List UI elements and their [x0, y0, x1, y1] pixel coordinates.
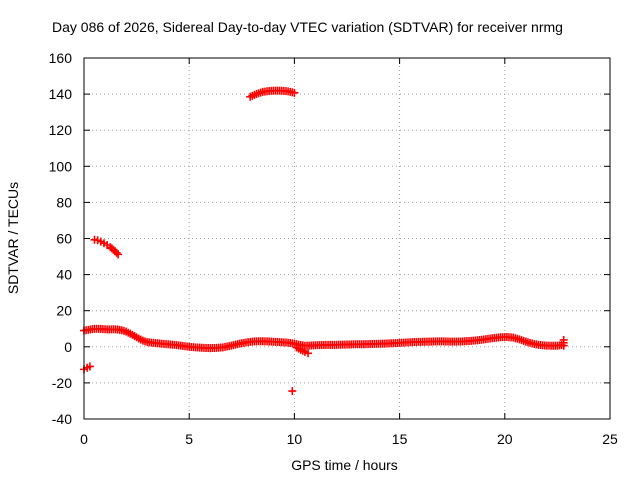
plot-frame	[83, 57, 611, 420]
y-tick-label: 40	[56, 267, 72, 283]
y-tick-label: 100	[49, 158, 73, 174]
x-tick-label: 20	[497, 431, 513, 447]
y-tick-label: 0	[64, 339, 72, 355]
series-negative-fragment	[292, 343, 313, 358]
x-tick-label: 10	[287, 431, 303, 447]
x-tick-label: 5	[185, 431, 193, 447]
chart-title: Day 086 of 2026, Sidereal Day-to-day VTE…	[52, 19, 563, 35]
data-point	[290, 88, 299, 97]
data-layer	[80, 86, 568, 396]
y-tick-label: 160	[49, 50, 73, 66]
y-tick-label: -20	[52, 375, 72, 391]
grid-layer	[84, 58, 610, 419]
series-upper-arc	[246, 86, 299, 101]
y-tick-label: 80	[56, 194, 72, 210]
tick-layer	[83, 57, 611, 420]
data-point	[112, 248, 121, 257]
y-tick-label: 60	[56, 231, 72, 247]
y-axis-title: SDTVAR / TECUs	[5, 182, 21, 294]
x-axis-title: GPS time / hours	[291, 457, 398, 473]
y-tick-label: 140	[49, 86, 73, 102]
data-point	[304, 349, 313, 358]
series-short-arc	[90, 235, 123, 259]
y-tick-label: -40	[52, 411, 72, 427]
series-main-track	[80, 324, 568, 353]
y-tick-label: 120	[49, 122, 73, 138]
data-point	[288, 387, 297, 396]
data-point	[114, 250, 123, 259]
series-start-dip	[80, 362, 94, 374]
label-layer: 0 5 10 15 20 25 -40 -20 0 20 40 60 80 100 120 140 160	[49, 50, 618, 447]
series-outlier	[288, 387, 297, 396]
x-tick-label: 25	[602, 431, 618, 447]
data-point	[559, 335, 568, 344]
data-point	[85, 362, 94, 371]
x-tick-label: 15	[392, 431, 408, 447]
y-tick-label: 20	[56, 303, 72, 319]
x-tick-label: 0	[80, 431, 88, 447]
